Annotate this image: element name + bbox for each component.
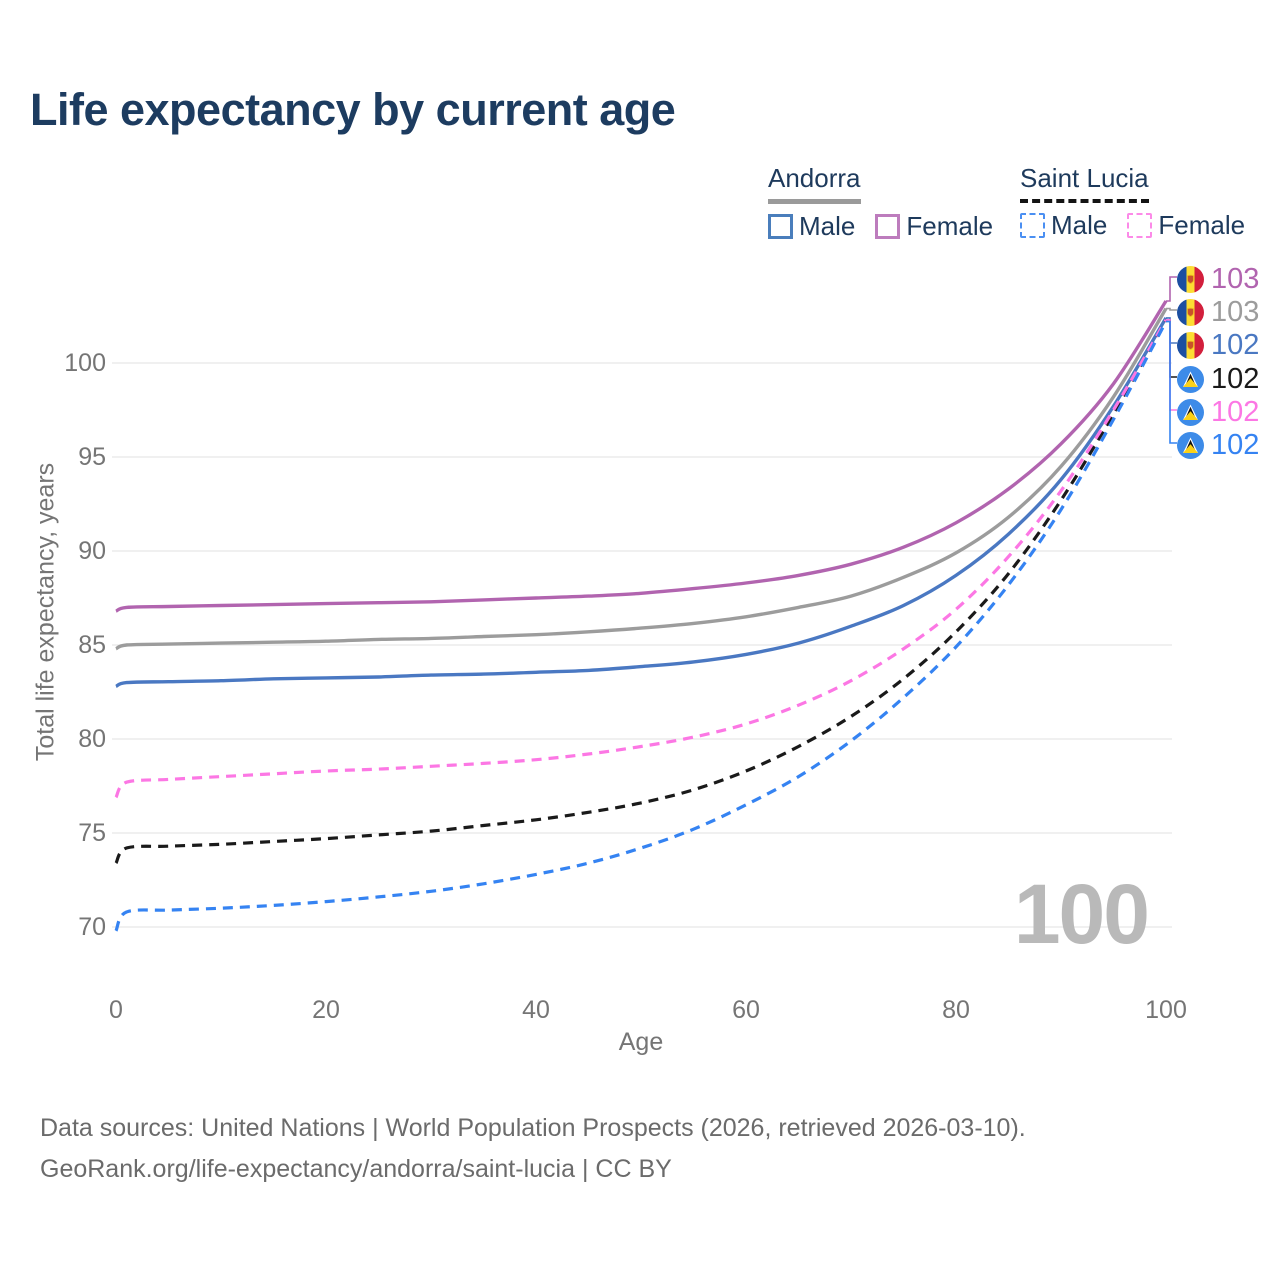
footer-data-sources: Data sources: United Nations | World Pop… bbox=[40, 1114, 1026, 1142]
y-tick-label-85: 85 bbox=[78, 631, 106, 659]
end-label-value-saint-lucia-both: 102 bbox=[1211, 363, 1260, 395]
series-line-saint-lucia-male bbox=[114, 320, 1168, 932]
legend-label-andorra-female: Female bbox=[906, 211, 994, 241]
end-label-value-andorra-female: 103 bbox=[1211, 263, 1260, 295]
series-line-andorra-male bbox=[115, 317, 1168, 688]
legend-group-andorra: Andorra Male Female bbox=[768, 163, 993, 242]
legend-items-saint-lucia: Male Female bbox=[1020, 210, 1245, 241]
legend-country-saint-lucia[interactable]: Saint Lucia bbox=[1020, 163, 1149, 203]
age-counter-watermark: 100 bbox=[1013, 867, 1150, 961]
end-label-andorra-female: 103 bbox=[1177, 263, 1259, 296]
andorra-flag-icon bbox=[1177, 299, 1204, 326]
andorra-flag-icon bbox=[1177, 332, 1204, 359]
andorra-flag-icon bbox=[1177, 266, 1204, 293]
legend-country-saint-lucia-label: Saint Lucia bbox=[1020, 163, 1149, 193]
saint-lucia-flag-icon bbox=[1177, 399, 1204, 426]
y-tick-label-100: 100 bbox=[64, 349, 106, 377]
y-tick-label-90: 90 bbox=[78, 537, 106, 565]
x-axis-title: Age bbox=[618, 1028, 664, 1056]
footer-attribution-link: GeoRank.org/life-expectancy/andorra/sain… bbox=[40, 1154, 672, 1183]
leader-line-saint-lucia-male bbox=[1166, 320, 1177, 444]
footer: Data sources: United Nations | World Pop… bbox=[40, 1108, 1026, 1189]
legend-label-saint-lucia-male: Male bbox=[1051, 210, 1108, 240]
leader-line-andorra-both bbox=[1166, 307, 1177, 311]
leader-line-andorra-female bbox=[1166, 276, 1177, 302]
series-line-andorra-female bbox=[115, 300, 1168, 613]
end-label-saint-lucia-both: 102 bbox=[1177, 363, 1259, 396]
end-label-value-andorra-both: 103 bbox=[1211, 296, 1260, 328]
series-line-andorra-both bbox=[115, 307, 1168, 651]
leader-line-saint-lucia-both bbox=[1166, 319, 1177, 378]
legend-country-andorra[interactable]: Andorra bbox=[768, 163, 861, 204]
y-axis-title: Total life expectancy, years bbox=[31, 462, 60, 762]
legend-item-saint-lucia-female[interactable]: Female bbox=[1127, 210, 1245, 241]
legend-country-andorra-label: Andorra bbox=[768, 163, 861, 193]
x-tick-label-80: 80 bbox=[942, 996, 970, 1024]
leader-line-saint-lucia-female bbox=[1166, 319, 1177, 411]
end-label-andorra-both: 103 bbox=[1177, 296, 1259, 329]
end-label-value-andorra-male: 102 bbox=[1211, 329, 1260, 361]
legend-label-saint-lucia-female: Female bbox=[1158, 210, 1246, 240]
end-label-andorra-male: 102 bbox=[1177, 329, 1259, 362]
x-tick-label-40: 40 bbox=[522, 996, 550, 1024]
end-label-value-saint-lucia-female: 102 bbox=[1211, 396, 1260, 428]
andorra-female-swatch-icon bbox=[875, 214, 901, 239]
legend-item-andorra-male[interactable]: Male bbox=[768, 211, 855, 242]
y-tick-label-95: 95 bbox=[78, 443, 106, 471]
saint-lucia-male-swatch-icon bbox=[1020, 213, 1045, 238]
legend-label-andorra-male: Male bbox=[799, 211, 856, 241]
y-tick-label-70: 70 bbox=[78, 913, 106, 941]
saint-lucia-flag-icon bbox=[1177, 432, 1204, 459]
legend-group-saint-lucia: Saint Lucia Male Female bbox=[1020, 163, 1245, 241]
page-title: Life expectancy by current age bbox=[30, 84, 676, 135]
saint-lucia-flag-icon bbox=[1177, 366, 1204, 393]
end-label-saint-lucia-female: 102 bbox=[1177, 396, 1259, 429]
x-tick-label-0: 0 bbox=[109, 996, 123, 1024]
x-tick-label-20: 20 bbox=[312, 996, 340, 1024]
series-line-saint-lucia-female bbox=[114, 318, 1168, 799]
x-tick-label-100: 100 bbox=[1145, 996, 1187, 1024]
y-tick-label-80: 80 bbox=[78, 725, 106, 753]
andorra-line-style-sample bbox=[768, 199, 861, 204]
legend-item-saint-lucia-male[interactable]: Male bbox=[1020, 210, 1107, 241]
end-label-saint-lucia-male: 102 bbox=[1177, 429, 1259, 462]
end-label-value-saint-lucia-male: 102 bbox=[1211, 429, 1260, 461]
saint-lucia-line-style-sample bbox=[1020, 199, 1149, 203]
andorra-male-swatch-icon bbox=[768, 214, 793, 239]
series-line-saint-lucia-both bbox=[114, 319, 1168, 865]
x-tick-label-60: 60 bbox=[732, 996, 760, 1024]
y-tick-label-75: 75 bbox=[78, 819, 106, 847]
legend-item-andorra-female[interactable]: Female bbox=[875, 211, 993, 242]
legend-items-andorra: Male Female bbox=[768, 211, 993, 242]
saint-lucia-female-swatch-icon bbox=[1127, 213, 1153, 238]
